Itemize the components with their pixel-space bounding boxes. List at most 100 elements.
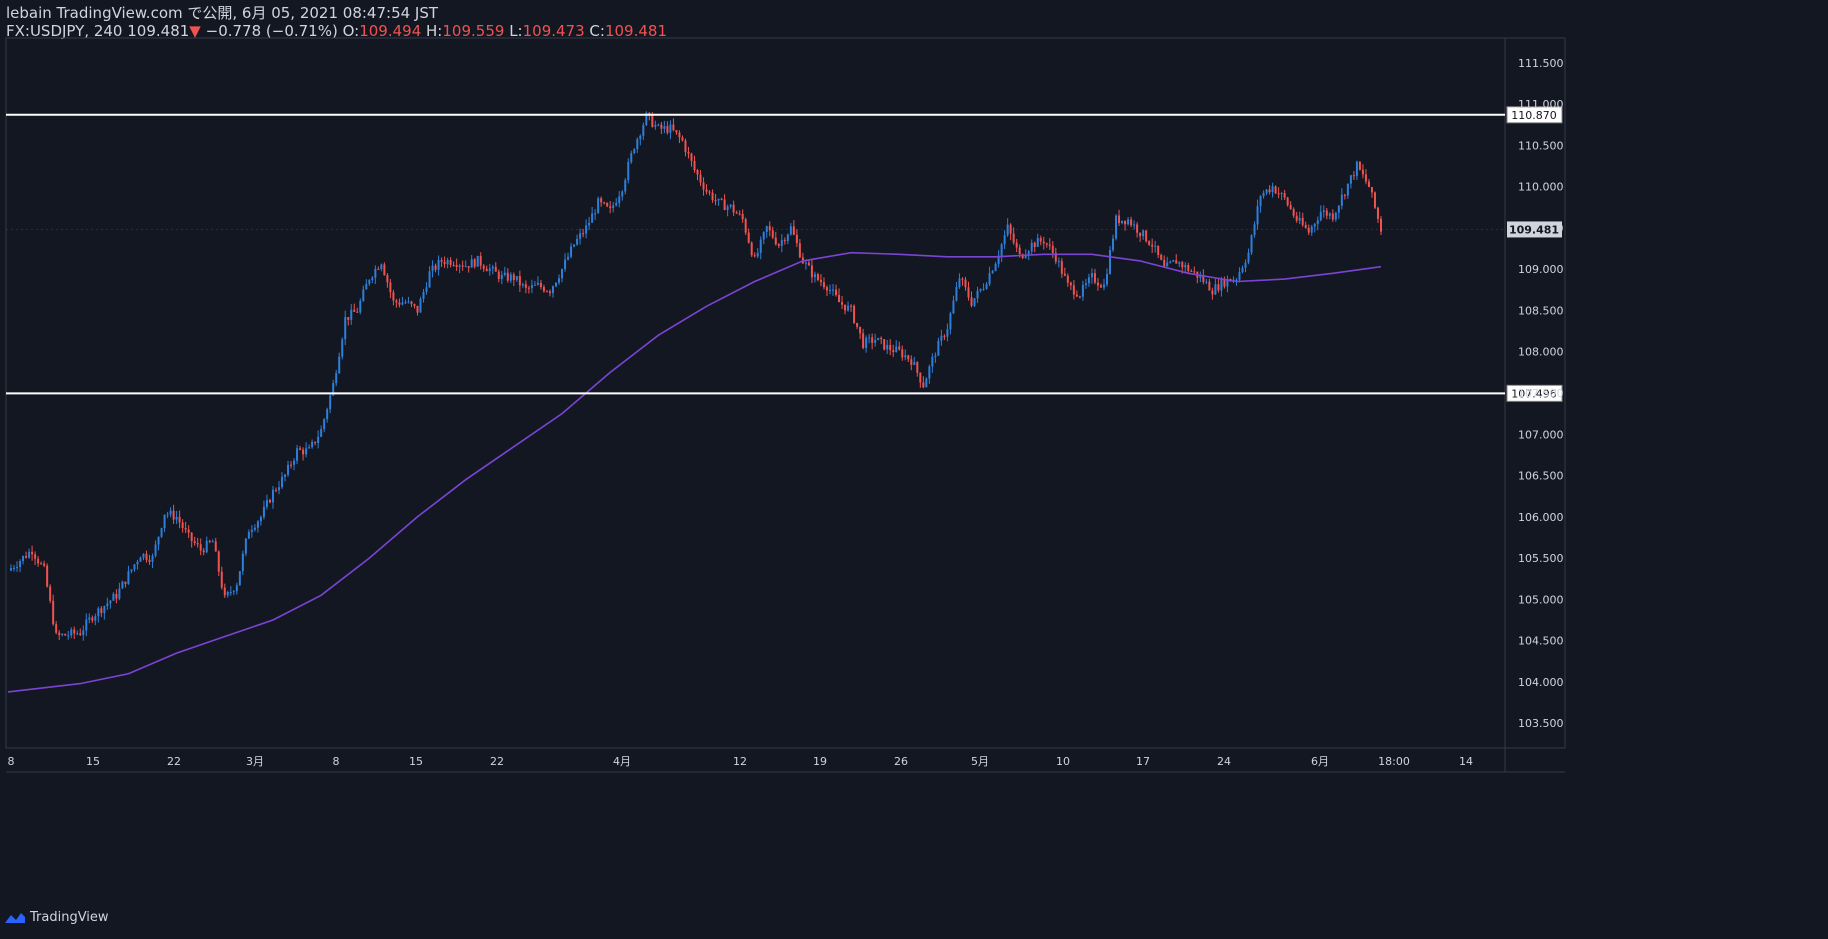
candle-body [880, 337, 883, 340]
candle-body [259, 516, 262, 522]
candle-body [597, 198, 600, 214]
candle-body [169, 510, 172, 515]
candle-body [326, 409, 329, 420]
candle-body [139, 557, 142, 562]
candle-body [759, 239, 762, 253]
horizontal-line-label: 110.870 [1511, 109, 1557, 122]
candle-body [202, 550, 205, 553]
candle-body [973, 298, 976, 306]
candle-body [551, 286, 554, 294]
candle-body [1283, 193, 1286, 198]
candle-body [1109, 250, 1112, 274]
candle-body [964, 279, 967, 288]
candle-body [747, 232, 750, 243]
time-tick-label: 26 [894, 755, 908, 768]
candle-body [573, 244, 576, 247]
candle-body [187, 529, 190, 533]
candle-body [1238, 272, 1241, 280]
candle-body [1310, 226, 1313, 233]
candle-body [940, 335, 943, 341]
candle-body [615, 202, 618, 206]
candle-body [922, 382, 925, 388]
open-value: 109.494 [359, 22, 422, 40]
candle-body [1012, 233, 1015, 243]
candle-body [539, 282, 542, 288]
candle-body [181, 522, 184, 528]
candle-body [654, 124, 657, 127]
candle-body [473, 259, 476, 267]
candle-body [145, 553, 148, 560]
candle-body [1235, 279, 1238, 281]
horizontal-lines[interactable]: 110.870 107.496 [6, 106, 1563, 402]
candle-body [651, 114, 654, 127]
time-axis[interactable]: 8 15 22 3月 8 15 22 4月 12 19 26 5月 10 17 24 6月 18:00 14 [8, 755, 1474, 768]
candle-body [103, 606, 106, 614]
candle-body [699, 174, 702, 183]
candle-body [344, 317, 347, 340]
candle-body [118, 588, 121, 599]
candle-body [284, 474, 287, 477]
candle-body [85, 619, 88, 631]
candle-body [844, 304, 847, 311]
candle-body [1193, 271, 1196, 273]
candle-body [1063, 273, 1066, 276]
candle-body [109, 600, 112, 604]
price-tick-label: 103.500 [1518, 717, 1564, 730]
candle-body [865, 337, 868, 348]
candle-body [455, 264, 458, 267]
candle-body [190, 532, 193, 542]
candle-body [744, 219, 747, 233]
candle-body [1066, 275, 1069, 283]
candle-body [982, 288, 985, 290]
candle-body [82, 630, 85, 636]
candle-body [238, 571, 241, 586]
candle-body [1205, 281, 1208, 283]
close-value: 109.481 [604, 22, 667, 40]
candle-body [672, 124, 675, 131]
price-tick-label: 111.000 [1518, 98, 1564, 111]
candle-body [392, 292, 395, 301]
candle-body [961, 278, 964, 280]
time-tick-label: 24 [1217, 755, 1231, 768]
candle-body [1331, 213, 1334, 220]
candle-body [1112, 238, 1115, 251]
candle-body [1211, 290, 1214, 295]
candle-body [1030, 242, 1033, 252]
candle-body [452, 264, 455, 266]
candle-body [127, 571, 130, 584]
candle-body [1190, 271, 1193, 273]
price-tick-label: 108.000 [1518, 346, 1564, 359]
candle-body [693, 160, 696, 171]
price-tick-label: 105.000 [1518, 593, 1564, 606]
candle-body [1039, 238, 1042, 242]
price-tick-label: 105.500 [1518, 552, 1564, 565]
candle-body [1380, 218, 1382, 232]
candle-body [907, 355, 910, 360]
candle-body [621, 191, 624, 197]
candle-body [937, 340, 940, 356]
time-tick-label: 6月 [1311, 755, 1329, 768]
candle-body [1036, 238, 1039, 248]
time-tick-label: 14 [1459, 755, 1473, 768]
candle-body [720, 198, 723, 200]
price-axis[interactable]: 103.500 104.000 104.500 105.000 105.500 106.0… [1507, 57, 1564, 730]
brand-footer[interactable]: TradingView [4, 910, 109, 925]
candle-body [22, 556, 25, 562]
price-tick-label: 106.500 [1518, 470, 1564, 483]
last-price-tag[interactable] [1507, 221, 1562, 238]
candle-body [106, 603, 109, 607]
candle-body [151, 555, 154, 562]
candle-body [579, 233, 582, 239]
candle-body [404, 302, 407, 304]
candle-body [847, 305, 850, 311]
candle-body [1033, 242, 1036, 248]
candle-body [991, 270, 994, 274]
candle-body [1154, 245, 1157, 247]
candle-body [967, 287, 970, 298]
candle-body [241, 553, 244, 572]
price-tick-label: 111.500 [1518, 57, 1564, 70]
candle-body [1084, 283, 1087, 285]
candle-body [476, 255, 479, 267]
candle-body [1184, 265, 1187, 268]
